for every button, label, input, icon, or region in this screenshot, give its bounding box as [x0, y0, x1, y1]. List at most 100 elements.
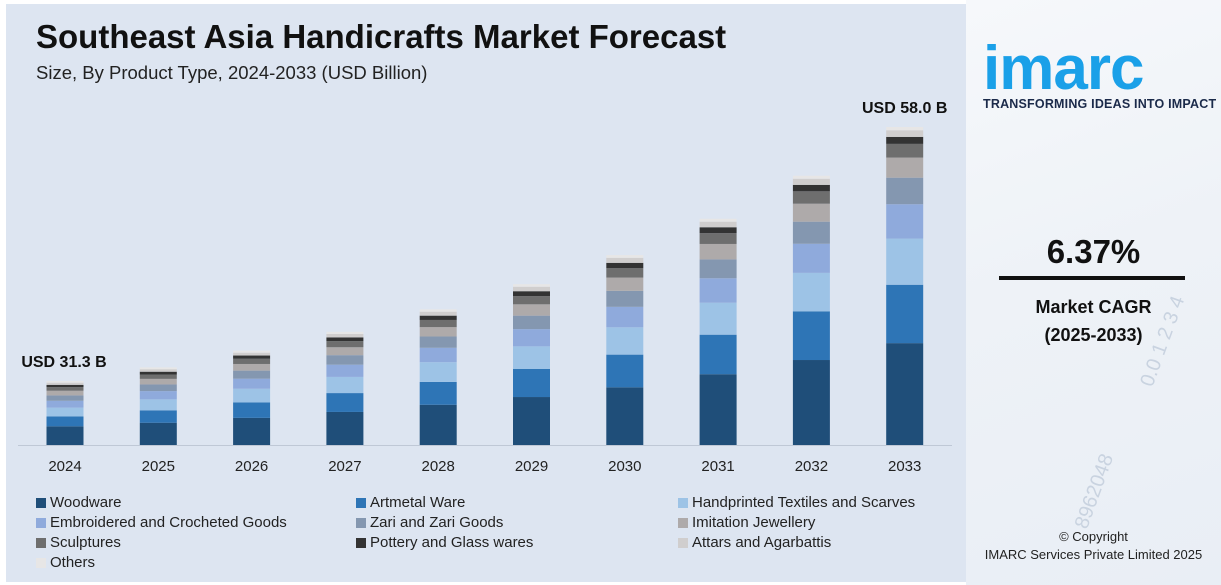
bar-segment [233, 363, 271, 371]
bar-segment [792, 360, 830, 445]
legend-swatch [36, 517, 46, 528]
bar-segment [886, 157, 924, 178]
bar-segment [233, 352, 271, 356]
bar-segment [513, 286, 550, 292]
company-name: IMARC Services Private Limited 2025 [984, 547, 1203, 562]
bar-segment [886, 130, 924, 137]
bar-segment [233, 402, 271, 418]
bar-segment [513, 329, 550, 347]
bar-segment [513, 284, 550, 287]
bar-segment [46, 400, 84, 408]
bar-segment [606, 257, 644, 263]
bar-segment [326, 333, 364, 338]
brand-panel: 0.0 1 2 3 4 8962048 [966, 0, 1221, 585]
legend-item: Sculptures [36, 534, 121, 551]
bar-segment [419, 381, 457, 405]
bar-segment [46, 384, 84, 388]
x-tick-label: 2026 [235, 458, 268, 475]
bar-segment [326, 355, 364, 365]
legend-item: Attars and Agarbattis [678, 534, 831, 551]
legend-label: Handprinted Textiles and Scarves [692, 494, 916, 511]
cagr-label: Market CAGR [1035, 297, 1152, 317]
bar-segment [606, 255, 644, 258]
bar-segment [46, 407, 84, 417]
bar-segment [886, 204, 924, 239]
bar-segment [792, 272, 830, 312]
background-decoration: 8962048 [1070, 450, 1119, 532]
legend-label: Zari and Zari Goods [370, 514, 504, 531]
legend-label: Woodware [50, 494, 122, 511]
bar-segment [513, 369, 550, 398]
legend-swatch [356, 537, 366, 548]
bar-segment [606, 354, 644, 388]
cagr-value: 6.37% [1046, 233, 1141, 270]
bar-segment [326, 376, 364, 394]
x-tick-label: 2030 [608, 458, 641, 475]
first-year-annotation: USD 31.3 B [21, 354, 106, 371]
bar-segment [419, 347, 457, 363]
x-tick-label: 2031 [701, 458, 734, 475]
bar-segment [606, 387, 644, 445]
bar-segment [46, 382, 84, 385]
bar-segment [792, 184, 830, 192]
bar-segment [699, 218, 737, 222]
legend-swatch [356, 517, 366, 528]
chart-subtitle: Size, By Product Type, 2024-2033 (USD Bi… [36, 62, 428, 83]
legend-swatch [678, 497, 688, 508]
legend-item: Artmetal Ware [356, 494, 465, 511]
bar-segment [233, 417, 271, 445]
bar-segment [886, 127, 924, 131]
last-year-annotation: USD 58.0 B [862, 100, 947, 117]
bar-segment [233, 388, 271, 403]
legend-swatch [678, 537, 688, 548]
bar-segment [233, 355, 271, 359]
bar-segment [606, 290, 644, 307]
bar-segment [326, 364, 364, 377]
legend-label: Embroidered and Crocheted Goods [50, 514, 287, 531]
stacked-bar-chart: 2024 2025 2026 2027 2028 2029 2030 2031 2032 2033… [18, 100, 952, 475]
bar-segment [46, 381, 84, 383]
legend-item: Others [36, 554, 95, 571]
bar-segment [139, 371, 177, 375]
bar-segment [513, 304, 550, 316]
x-tick-label: 2033 [888, 458, 921, 475]
bar-segment [792, 191, 830, 204]
bar-segment [326, 393, 364, 412]
legend-label: Sculptures [50, 534, 121, 551]
bar-segment [886, 143, 924, 158]
bar-segment [792, 203, 830, 222]
bar-segment [139, 422, 177, 445]
bar-segment [886, 238, 924, 285]
bar-segment [886, 136, 924, 144]
bar-segment [419, 315, 457, 320]
bar-segment [233, 378, 271, 389]
legend-swatch [356, 497, 366, 508]
legend-item: Woodware [36, 494, 121, 511]
bar-segment [139, 399, 177, 411]
bar-segment [326, 341, 364, 348]
bar-segment [792, 175, 830, 179]
bar-segment [46, 395, 84, 401]
legend-item: Embroidered and Crocheted Goods [36, 514, 287, 531]
legend-swatch [678, 517, 688, 528]
bar-segment [513, 291, 550, 297]
x-tick-label: 2024 [48, 458, 81, 475]
bar-segment [699, 302, 737, 335]
bar-segment [233, 370, 271, 379]
bar-segment [419, 327, 457, 337]
chart-title: Southeast Asia Handicrafts Market Foreca… [36, 18, 727, 55]
legend-label: Pottery and Glass wares [370, 534, 534, 551]
bar-segment [513, 296, 550, 305]
bar-segment [46, 426, 84, 445]
bar-segment [326, 337, 364, 342]
bar-segment [792, 311, 830, 361]
x-tick-label: 2027 [328, 458, 361, 475]
bar-segment [699, 374, 737, 445]
bar-segment [699, 233, 737, 244]
bar-segment [419, 319, 457, 328]
bar-segment [699, 243, 737, 260]
bar-segment [792, 221, 830, 244]
bar-segment [326, 331, 364, 334]
bar-segment [46, 387, 84, 391]
cagr-divider [999, 276, 1185, 280]
